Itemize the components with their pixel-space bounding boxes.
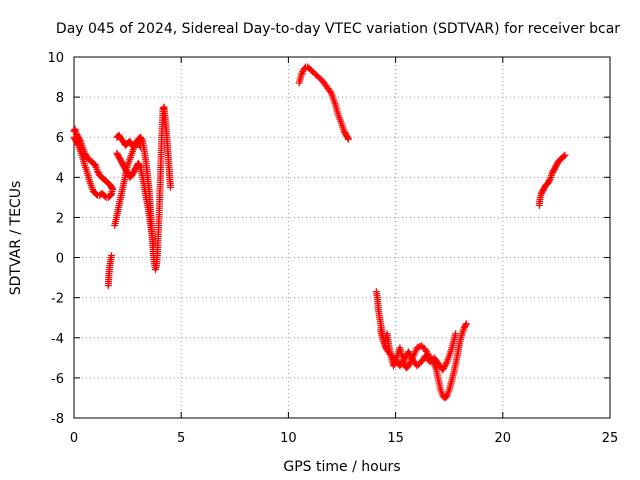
y-tick-label: 4	[56, 171, 64, 186]
y-tick-label: -6	[51, 372, 64, 387]
x-tick-label: 20	[495, 431, 512, 446]
data-markers	[70, 63, 569, 402]
x-tick-label: 5	[177, 431, 185, 446]
data-point	[560, 152, 568, 160]
data-point	[561, 151, 569, 159]
data-point	[71, 135, 79, 143]
x-tick-label: 15	[387, 431, 404, 446]
data-point	[422, 347, 430, 355]
data-point	[108, 252, 116, 260]
y-axis-label: SDTVAR / TECUs	[8, 181, 24, 296]
data-point	[440, 363, 448, 371]
data-point	[407, 353, 415, 361]
data-point	[439, 366, 447, 374]
y-tick-label: 10	[47, 51, 64, 66]
x-tick-label: 25	[602, 431, 619, 446]
grid	[74, 57, 610, 418]
data-point	[136, 162, 144, 170]
data-point	[326, 88, 334, 96]
data-point	[344, 135, 352, 143]
chart-title: Day 045 of 2024, Sidereal Day-to-day VTE…	[56, 21, 620, 37]
y-tick-label: 8	[56, 91, 64, 106]
data-point	[404, 362, 412, 370]
data-point	[404, 348, 412, 356]
y-tick-label: 6	[56, 131, 64, 146]
x-tick-label: 0	[70, 431, 78, 446]
x-tick-label: 10	[280, 431, 297, 446]
data-point	[441, 361, 449, 369]
plot-frame	[73, 56, 611, 419]
x-tick-labels: 0 5 10 15 20 25	[70, 431, 618, 446]
data-point	[405, 360, 413, 368]
data-point	[149, 242, 157, 250]
data-point	[401, 354, 409, 362]
data-point	[452, 330, 460, 338]
data-point	[442, 359, 450, 367]
data-point	[406, 351, 414, 359]
data-point	[405, 349, 413, 357]
data-point	[297, 71, 305, 79]
data-point	[136, 143, 144, 151]
data-point	[344, 134, 352, 142]
y-tick-labels: -8 -6 -4 -2 0 2 4 6 8 10	[47, 51, 64, 427]
y-tick-label: 0	[56, 252, 64, 267]
y-tick-label: 2	[56, 211, 64, 226]
y-tick-label: -8	[51, 412, 64, 427]
axis-ticks	[73, 56, 611, 419]
data-point	[462, 321, 470, 329]
y-tick-label: -4	[51, 332, 64, 347]
data-point	[422, 346, 430, 354]
data-point	[545, 177, 553, 185]
x-axis-label: GPS time / hours	[283, 459, 400, 475]
data-point	[400, 356, 408, 364]
data-point	[462, 320, 470, 328]
data-point	[70, 133, 78, 141]
data-point	[298, 69, 306, 77]
data-point	[166, 183, 174, 191]
y-tick-label: -2	[51, 292, 64, 307]
data-point	[440, 364, 448, 372]
